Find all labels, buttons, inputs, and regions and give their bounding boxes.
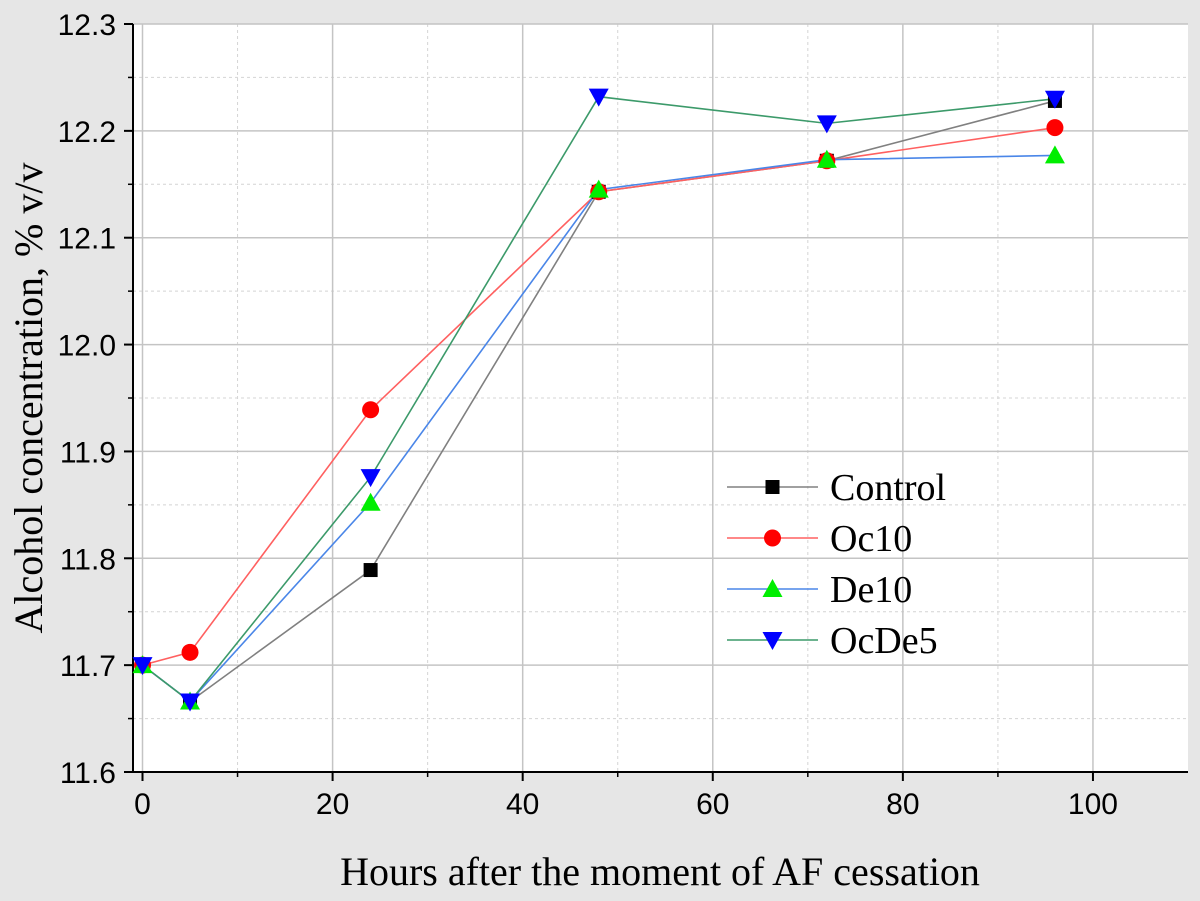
y-tick-label: 11.6 — [60, 757, 116, 790]
y-tick-label: 11.7 — [60, 650, 116, 683]
series-markers — [132, 88, 1065, 712]
x-axis-title: Hours after the moment of AF cessation — [340, 849, 980, 894]
data-point-control — [363, 563, 378, 578]
y-tick-label: 12.1 — [58, 223, 116, 256]
legend-marker-de10 — [762, 579, 783, 597]
legend-marker-control — [765, 480, 780, 494]
data-point-de10 — [1044, 145, 1065, 164]
x-tick-label: 20 — [316, 788, 349, 821]
x-tick-label: 40 — [506, 788, 539, 821]
x-tick-label: 100 — [1068, 788, 1118, 821]
tick-labels: 0 20 40 60 80 100 11.6 11.7 11.8 11.9 12.0 12.1 12.2… — [58, 9, 1118, 821]
legend: Control Oc10 De10 OcDe5 — [727, 467, 946, 662]
data-point-de10 — [588, 179, 609, 198]
y-tick-label: 12.2 — [58, 116, 116, 149]
data-point-ocde5 — [816, 115, 837, 134]
x-tick-label: 80 — [886, 788, 919, 821]
legend-label-de10: De10 — [830, 569, 912, 611]
axes — [124, 23, 1188, 781]
data-point-ocde5 — [180, 693, 201, 712]
legend-label-oc10: Oc10 — [830, 518, 912, 560]
data-point-de10 — [816, 149, 837, 168]
y-tick-label: 12.0 — [58, 330, 116, 363]
x-tick-label: 60 — [696, 788, 729, 821]
data-point-ocde5 — [588, 88, 609, 107]
data-point-ocde5 — [360, 469, 381, 488]
y-tick-label: 11.8 — [60, 543, 116, 576]
legend-marker-oc10 — [764, 529, 781, 547]
data-point-ocde5 — [1044, 90, 1065, 109]
data-point-ocde5 — [132, 657, 153, 676]
y-tick-label: 11.9 — [60, 436, 116, 469]
y-axis-title: Alcohol concentration, % v/v — [6, 163, 51, 634]
x-tick-label: 0 — [134, 788, 151, 821]
data-point-oc10 — [362, 401, 380, 419]
legend-label-control: Control — [830, 467, 946, 509]
legend-label-ocde5: OcDe5 — [830, 620, 938, 662]
data-point-oc10 — [1046, 119, 1064, 137]
data-point-de10 — [360, 492, 381, 511]
data-point-oc10 — [181, 643, 199, 661]
legend-marker-ocde5 — [762, 632, 783, 650]
y-tick-label: 12.3 — [58, 9, 116, 42]
